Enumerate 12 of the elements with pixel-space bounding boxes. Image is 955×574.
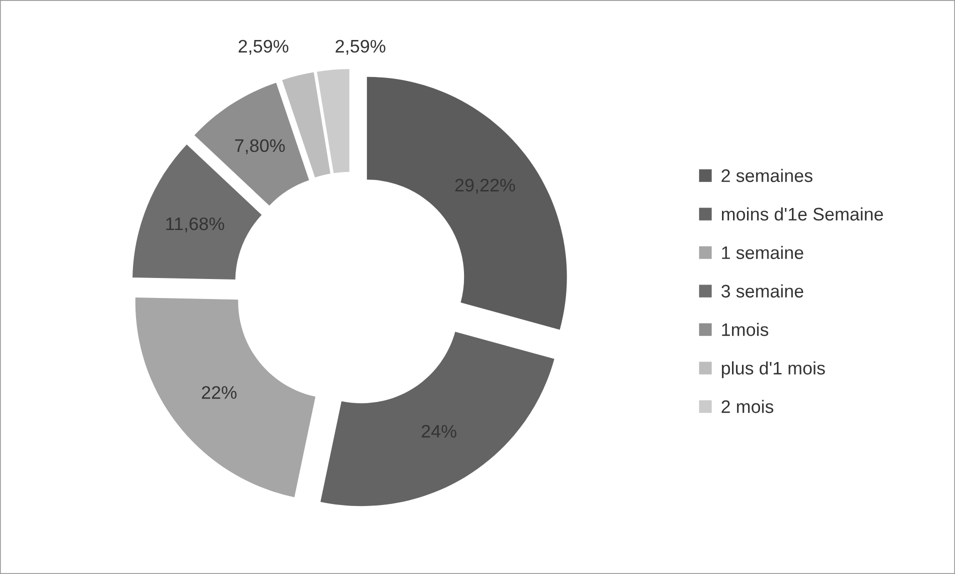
legend-label: plus d'1 mois bbox=[722, 361, 825, 378]
legend-label: 2 mois bbox=[722, 400, 774, 414]
legend-label: 1 semaine bbox=[722, 246, 804, 260]
legend-label: moins d'1e Semaine bbox=[722, 207, 883, 221]
data-label: 2,59% bbox=[238, 40, 288, 55]
legend-label: 1mois bbox=[722, 322, 768, 336]
data-label: 7,80% bbox=[235, 139, 285, 154]
data-label: 11,68% bbox=[166, 217, 224, 232]
data-label: 2,59% bbox=[336, 40, 386, 55]
legend-label: 3 semaine bbox=[721, 284, 804, 298]
data-label: 22% bbox=[202, 386, 237, 399]
legend-label: 2 semaines bbox=[722, 168, 812, 182]
